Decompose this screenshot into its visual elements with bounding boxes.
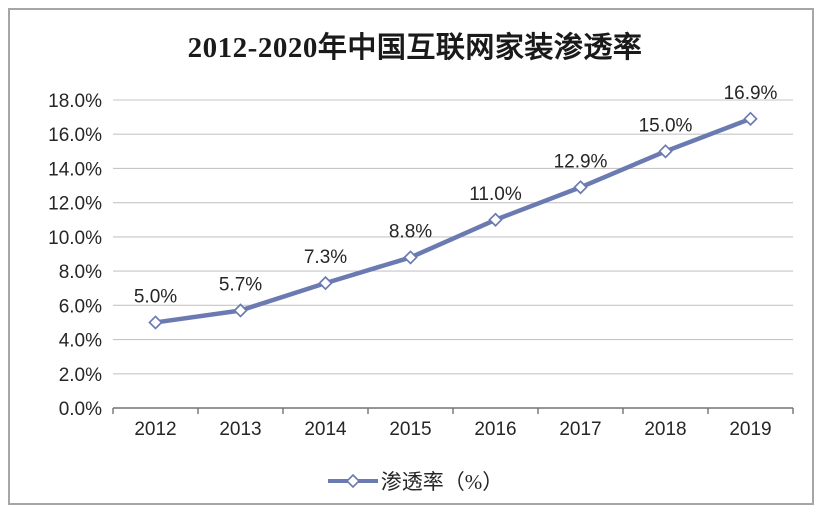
data-label: 8.8% xyxy=(389,221,432,242)
x-tick-label: 2012 xyxy=(134,419,176,440)
y-tick-label: 0.0% xyxy=(59,399,102,420)
legend-series-label: 渗透率（%） xyxy=(380,470,504,494)
series-line xyxy=(153,116,753,325)
data-point-marker xyxy=(233,303,248,318)
chart-title: 2012-2020年中国互联网家装渗透率 xyxy=(187,32,643,64)
x-tick-label: 2016 xyxy=(474,419,516,440)
data-label: 5.7% xyxy=(219,274,262,295)
x-tick-label: 2018 xyxy=(644,419,686,440)
data-label: 12.9% xyxy=(554,151,608,172)
data-point-marker xyxy=(318,275,333,291)
x-tick-label: 2019 xyxy=(729,419,771,440)
legend: 渗透率（%） xyxy=(0,466,830,496)
y-tick-label: 4.0% xyxy=(59,331,102,352)
y-tick-label: 14.0% xyxy=(48,159,102,180)
data-point-marker xyxy=(743,111,758,127)
y-tick-label: 10.0% xyxy=(48,228,102,249)
data-label: 16.9% xyxy=(724,83,778,104)
data-label: 5.0% xyxy=(134,286,177,307)
y-tick-label: 12.0% xyxy=(48,194,102,215)
data-point-marker xyxy=(658,144,673,159)
x-tick-label: 2017 xyxy=(559,419,601,440)
data-label: 15.0% xyxy=(639,115,693,136)
data-point-marker xyxy=(573,180,588,195)
data-label: 7.3% xyxy=(304,247,347,268)
y-tick-label: 8.0% xyxy=(59,262,102,283)
y-tick-label: 2.0% xyxy=(59,365,102,386)
x-tick-label: 2014 xyxy=(304,419,347,440)
y-tick-label: 16.0% xyxy=(48,125,102,146)
data-label: 11.0% xyxy=(469,184,522,205)
data-point-marker xyxy=(148,315,163,330)
x-tick-label: 2013 xyxy=(219,419,261,440)
legend-line-diamond-icon xyxy=(327,474,378,488)
data-point-marker xyxy=(488,212,503,227)
y-tick-label: 18.0% xyxy=(48,91,102,112)
y-tick-label: 6.0% xyxy=(59,296,102,317)
data-point-marker xyxy=(403,250,418,265)
x-tick-label: 2015 xyxy=(389,419,431,440)
